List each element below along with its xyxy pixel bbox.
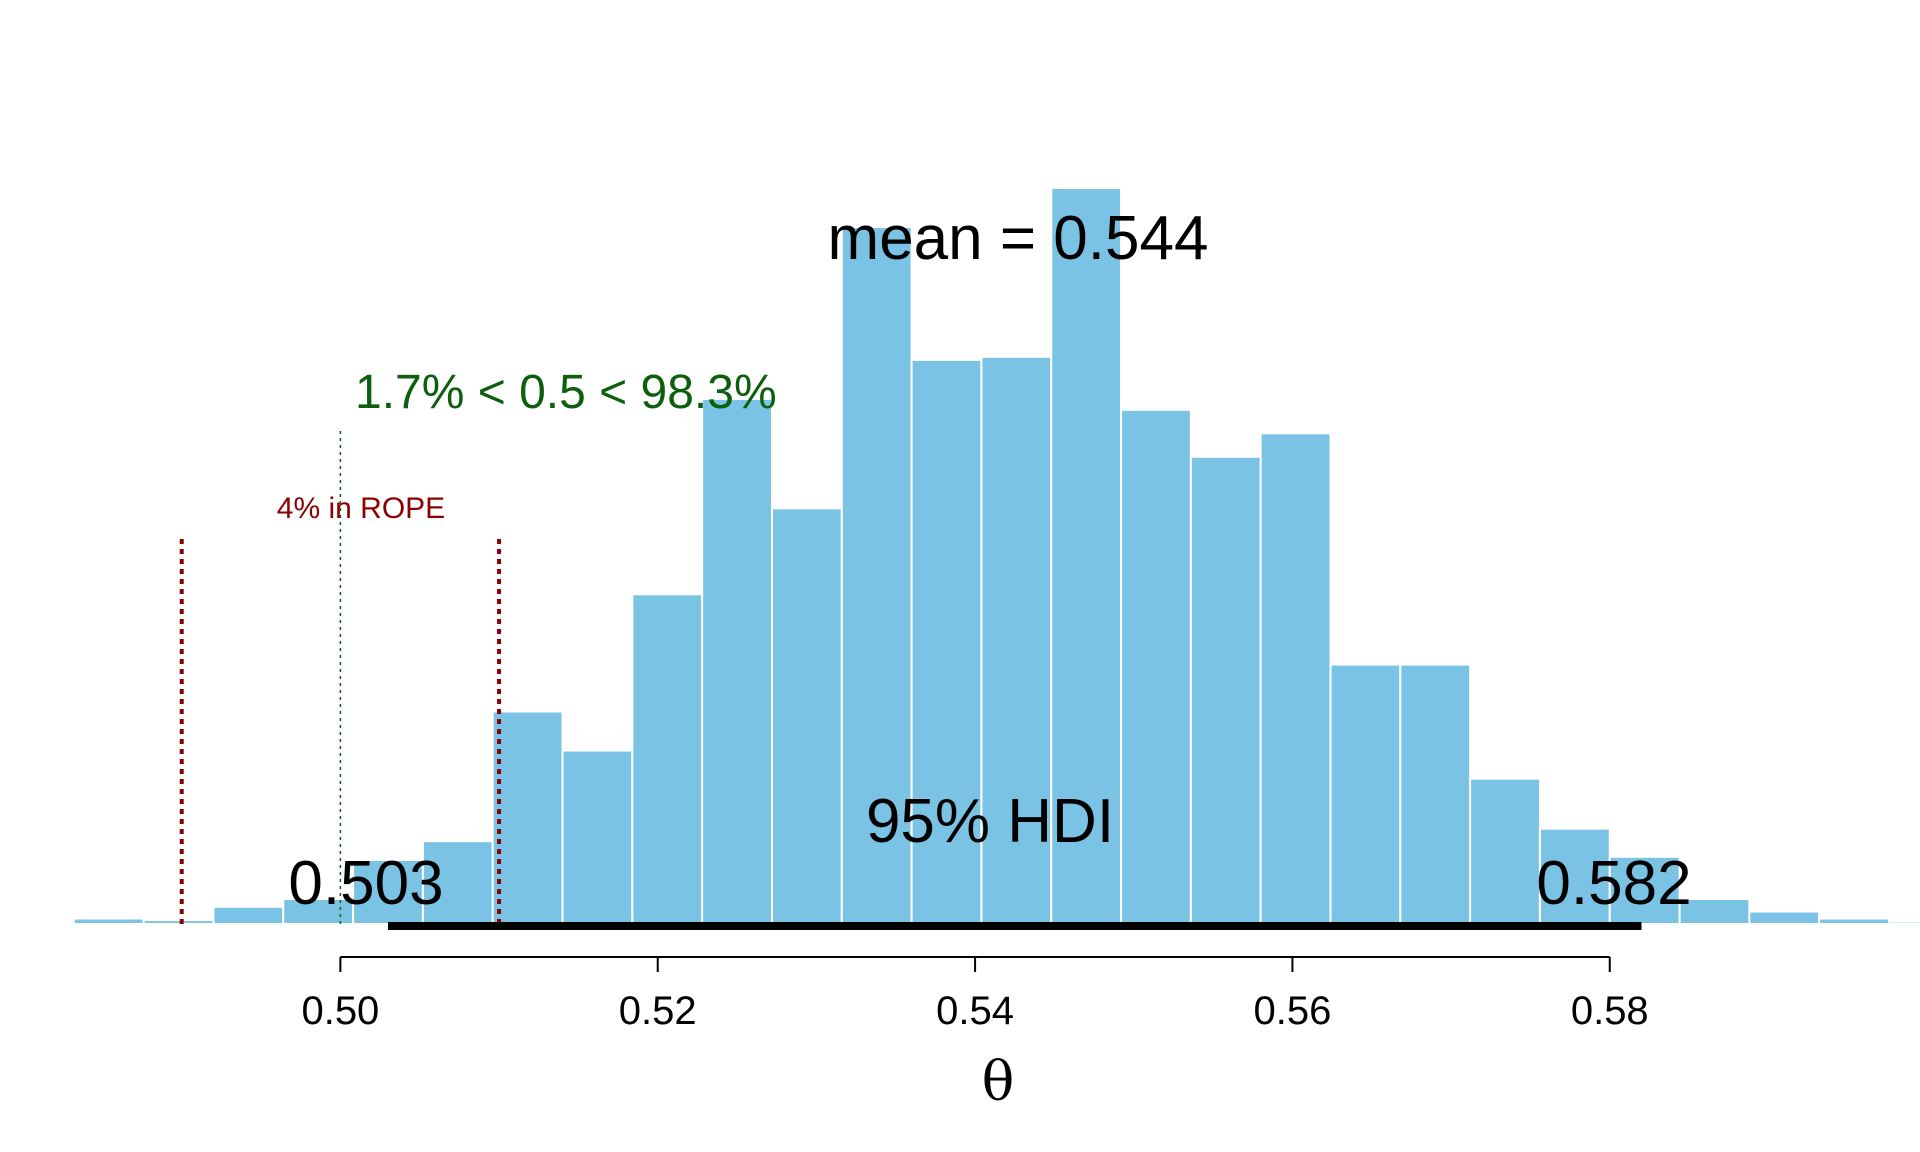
hdi-label: 95% HDI (866, 787, 1114, 856)
histogram-bars (3, 187, 1920, 926)
histogram-bar (1818, 917, 1891, 925)
histogram-bar (1189, 455, 1262, 925)
annotations: mean = 0.544 1.7% < 0.5 < 98.3% 4% in RO… (277, 204, 1692, 1113)
histogram-bar (1608, 855, 1681, 926)
histogram-bar (212, 905, 285, 925)
x-axis: 0.50 0.52 0.54 0.56 0.58 (301, 956, 1649, 1033)
comparison-value-label: 1.7% < 0.5 < 98.3% (355, 366, 777, 419)
x-tick-label: 0.50 (301, 989, 379, 1033)
histogram-bar (1538, 827, 1611, 925)
histogram-bar (631, 593, 704, 925)
histogram-bar (1748, 910, 1821, 926)
hdi-low-label: 0.503 (288, 849, 443, 918)
histogram-bar (770, 507, 843, 925)
histogram-bar (561, 749, 634, 926)
x-tick-label: 0.54 (936, 989, 1014, 1033)
histogram-bar (72, 917, 145, 925)
histogram-bar (3, 921, 75, 926)
histogram-bar (1050, 187, 1123, 925)
histogram-bar (1888, 920, 1920, 926)
reference-lines (179, 430, 1642, 930)
histogram-bar (1259, 432, 1332, 925)
histogram-bar (1399, 663, 1472, 925)
histogram-bar (142, 919, 215, 926)
hdi-high-label: 0.582 (1536, 849, 1691, 918)
x-tick-label: 0.56 (1253, 989, 1331, 1033)
x-tick-label: 0.58 (1571, 989, 1649, 1033)
histogram-bar (701, 397, 773, 925)
rope-label: 4% in ROPE (277, 492, 445, 525)
histogram-bar (1329, 663, 1402, 925)
histogram-bar (491, 710, 564, 925)
x-tick-label: 0.52 (619, 989, 697, 1033)
x-axis-title: θ (982, 1050, 1015, 1113)
histogram-bar (980, 355, 1053, 925)
histogram-bar (1469, 777, 1541, 926)
mean-label: mean = 0.544 (828, 204, 1209, 273)
histogram-bar (282, 897, 355, 925)
histogram-bar (1120, 408, 1192, 925)
histogram-bar (352, 858, 424, 926)
